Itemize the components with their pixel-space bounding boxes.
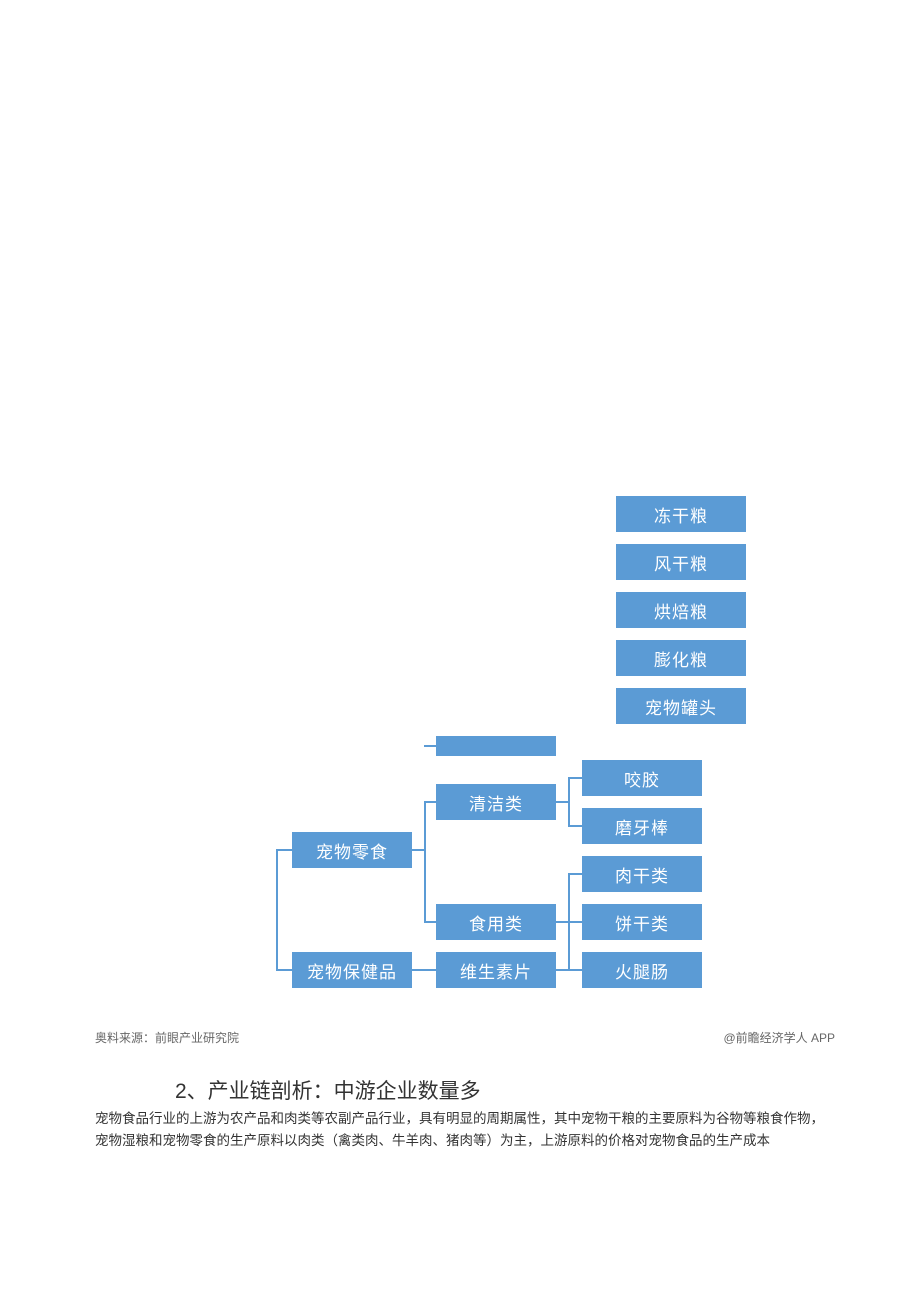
heading-text: 2、产业链剖析：中游企业数量多 — [175, 1080, 481, 1103]
node-label: 清洁类 — [469, 790, 523, 815]
connector — [412, 849, 424, 851]
connector — [568, 825, 582, 827]
node-air-dried: 风干粮 — [616, 544, 746, 580]
node-label: 冻干粮 — [654, 502, 708, 527]
section-heading: 2、产业链剖析：中游企业数量多 — [175, 1075, 481, 1105]
node-jerky: 肉干类 — [582, 856, 702, 892]
node-label: 肉干类 — [615, 862, 669, 887]
node-pet-health: 宠物保健品 — [292, 952, 412, 988]
connector — [276, 969, 292, 971]
node-chew: 咬胶 — [582, 760, 702, 796]
node-clean-category: 清洁类 — [436, 784, 556, 820]
connector — [568, 777, 570, 827]
node-baked: 烘焙粮 — [616, 592, 746, 628]
node-label: 宠物保健品 — [307, 958, 397, 983]
node-label: 宠物罐头 — [645, 694, 717, 719]
connector — [424, 921, 436, 923]
node-canned: 宠物罐头 — [616, 688, 746, 724]
node-label: 膨化粮 — [654, 646, 708, 671]
connector — [568, 969, 582, 971]
body-paragraph: 宠物食品行业的上游为农产品和肉类等农副产品行业，具有明显的周期属性，其中宠物干粮… — [95, 1108, 835, 1151]
node-label: 火腿肠 — [615, 958, 669, 983]
node-label: 宠物零食 — [316, 838, 388, 863]
node-pet-snack: 宠物零食 — [292, 832, 412, 868]
source-right: @前瞻经济学人 APP — [723, 1029, 835, 1046]
connector — [276, 849, 292, 851]
node-label: 磨牙棒 — [615, 814, 669, 839]
source-attribution: 奥料来源：前眼产业研究院 @前瞻经济学人 APP — [95, 1029, 835, 1046]
node-sausage: 火腿肠 — [582, 952, 702, 988]
node-puffed: 膨化粮 — [616, 640, 746, 676]
connector — [424, 745, 436, 747]
connector — [556, 921, 568, 923]
body-text-content: 宠物食品行业的上游为农产品和肉类等农副产品行业，具有明显的周期属性，其中宠物干粮… — [95, 1111, 824, 1148]
connector — [568, 777, 582, 779]
connector — [568, 921, 582, 923]
source-left: 奥料来源：前眼产业研究院 — [95, 1029, 239, 1046]
connector — [412, 969, 436, 971]
connector — [556, 969, 568, 971]
node-label: 维生素片 — [460, 958, 532, 983]
node-edible-category: 食用类 — [436, 904, 556, 940]
node-dental: 磨牙棒 — [582, 808, 702, 844]
connector — [556, 801, 568, 803]
node-biscuit: 饼干类 — [582, 904, 702, 940]
connector — [568, 873, 582, 875]
connector — [276, 849, 278, 971]
node-label: 食用类 — [469, 910, 523, 935]
connector — [424, 801, 436, 803]
node-label: 咬胶 — [624, 766, 660, 791]
connector — [424, 801, 426, 923]
tree-diagram: 冻干粮 风干粮 烘焙粮 膨化粮 宠物罐头 咬胶 磨牙棒 肉干类 饼干类 火腿肠 … — [0, 496, 920, 1026]
node-freeze-dried: 冻干粮 — [616, 496, 746, 532]
node-top-bar — [436, 736, 556, 756]
node-label: 风干粮 — [654, 550, 708, 575]
node-vitamin: 维生素片 — [436, 952, 556, 988]
node-label: 烘焙粮 — [654, 598, 708, 623]
node-label: 饼干类 — [615, 910, 669, 935]
